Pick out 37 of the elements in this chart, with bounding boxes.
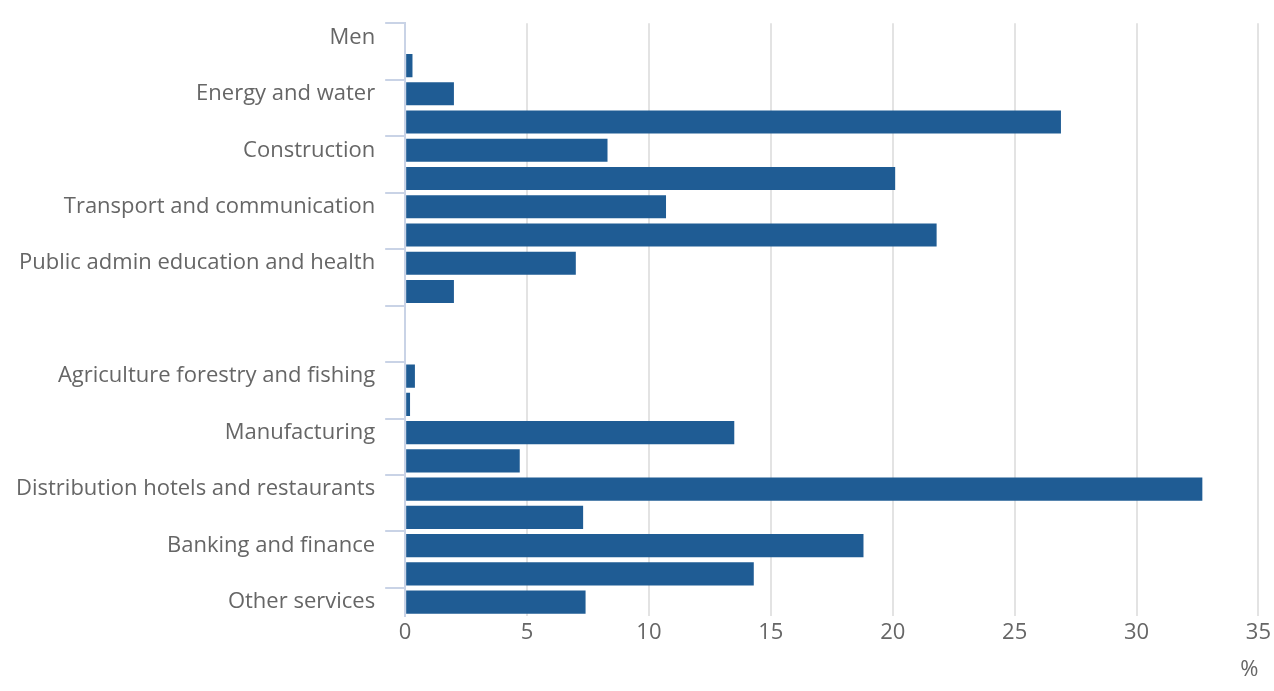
bar	[406, 562, 754, 586]
y-tick-label: Men	[329, 19, 376, 50]
bar	[406, 449, 520, 473]
bar	[406, 195, 667, 219]
x-tick-label: 5	[520, 614, 534, 645]
x-tick-label: 35	[1245, 614, 1272, 645]
y-tick-label: Distribution hotels and restaurants	[15, 471, 376, 502]
bar	[406, 138, 608, 162]
bar	[406, 392, 411, 416]
bar	[406, 364, 415, 388]
y-tick-label: Public admin education and health	[19, 245, 376, 276]
y-tick-label: Banking and finance	[167, 527, 376, 558]
bar	[406, 166, 896, 191]
x-tick-label: 15	[758, 614, 784, 645]
x-tick-label: 25	[1002, 614, 1028, 645]
x-tick-label: 30	[1123, 614, 1150, 645]
bar	[406, 477, 1203, 501]
x-tick-label: 20	[880, 614, 906, 645]
bar	[406, 110, 1061, 134]
bar	[406, 505, 584, 529]
bar	[406, 223, 937, 247]
bar	[406, 279, 454, 304]
y-tick-label: Other services	[227, 584, 376, 615]
bar	[406, 251, 576, 275]
bar	[406, 82, 454, 106]
y-tick-label: Energy and water	[196, 76, 376, 107]
x-axis-title: %	[1240, 652, 1259, 683]
y-tick-label: Transport and communication	[63, 189, 376, 220]
bar	[406, 421, 735, 445]
bar	[406, 53, 413, 78]
y-tick-label: Construction	[243, 132, 376, 163]
bar	[406, 590, 586, 614]
y-tick-label: Manufacturing	[224, 414, 376, 445]
x-tick-label: 10	[636, 614, 662, 645]
y-tick-label: Agriculture forestry and fishing	[57, 358, 376, 389]
bar	[406, 534, 864, 558]
x-tick-label: 0	[398, 614, 412, 645]
